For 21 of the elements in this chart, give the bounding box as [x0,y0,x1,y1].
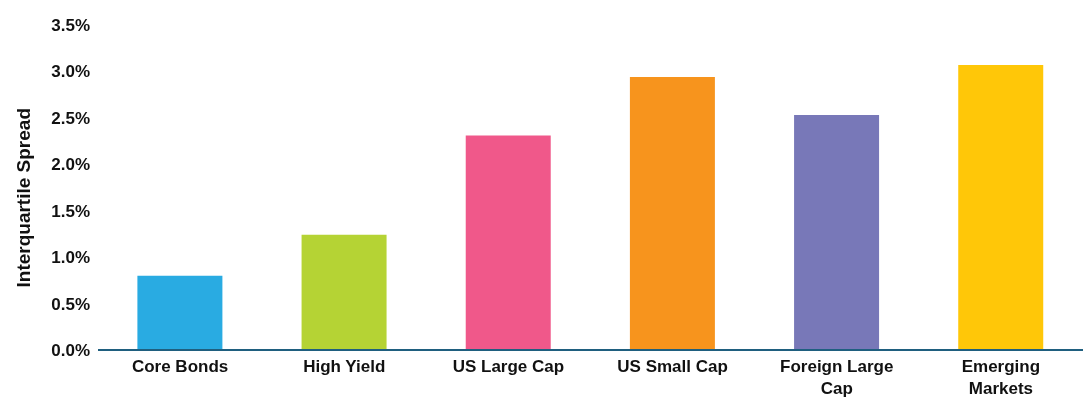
y-tick-label: 0.0% [51,341,90,361]
x-tick-label: Foreign Large Cap [780,357,894,398]
bar [301,234,387,350]
x-tick-label: Core Bonds [131,357,229,376]
x-tick-label: High Yield [303,357,386,376]
y-tick-label: 1.0% [51,248,90,268]
y-axis-title: Interquartile Spread [12,108,34,288]
x-tick-label: Emerging Markets [961,357,1041,398]
y-tick-label: 1.5% [51,201,90,221]
y-tick-label: 0.5% [51,294,90,314]
y-tick-label: 2.5% [51,108,90,128]
bar [465,135,551,350]
bar [794,115,880,350]
y-tick-label: 3.5% [51,16,90,36]
bar [958,64,1044,350]
bar [137,275,223,350]
x-tick-label: US Large Cap [452,357,565,376]
bar [629,77,715,350]
y-tick-label: 2.0% [51,155,90,175]
x-tick-label: US Small Cap [617,357,728,376]
y-tick-label: 3.0% [51,62,90,82]
